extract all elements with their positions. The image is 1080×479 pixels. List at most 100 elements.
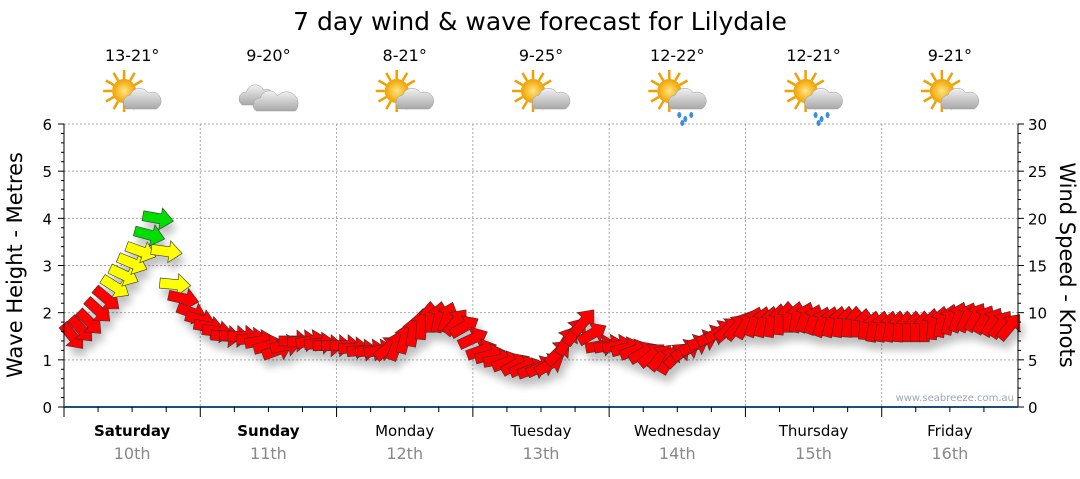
left-tick-label: 3 (42, 258, 52, 276)
sun-ray (105, 95, 115, 103)
rain-drop (689, 112, 694, 118)
temperature-label: 9-21° (928, 46, 972, 65)
sun-ray (385, 100, 392, 110)
wind-arrow (576, 322, 607, 347)
right-tick-label: 0 (1028, 399, 1038, 417)
sun-ray (385, 72, 392, 82)
sun-ray (793, 100, 801, 110)
sun-ray (521, 100, 529, 110)
temperature-label: 9-25° (519, 46, 563, 65)
wind-arrow (167, 287, 200, 311)
sun-ray (923, 95, 933, 103)
wind-arrow (150, 240, 183, 264)
right-tick-label: 20 (1028, 210, 1047, 228)
day-name-label: Tuesday (509, 422, 571, 440)
left-tick-label: 6 (42, 116, 52, 134)
sun-ray (401, 72, 409, 82)
sun-ray (951, 79, 961, 87)
sun-ray (786, 79, 796, 87)
day-name-label: Saturday (94, 422, 171, 440)
temperature-label: 12-21° (786, 46, 841, 65)
cloud (123, 87, 162, 110)
shower-icon (648, 70, 707, 126)
sun-ray (679, 79, 689, 87)
rain-drop (680, 120, 685, 126)
sun-ray (521, 72, 529, 82)
right-tick-label: 30 (1028, 116, 1047, 134)
day-date-label: 11th (250, 444, 287, 463)
sun-ray (406, 79, 416, 87)
wind-arrow (456, 326, 488, 350)
rain-drop (819, 116, 824, 122)
partly-cloudy-icon (512, 70, 571, 112)
temperature-label: 13-21° (105, 46, 160, 65)
sun-ray (514, 79, 524, 87)
day-name-label: Friday (927, 422, 973, 440)
wind-arrow (115, 252, 148, 275)
wind-arrow (141, 207, 174, 231)
wind-arrow (159, 272, 192, 297)
day-date-label: 14th (659, 444, 696, 463)
wind-arrow (995, 314, 1021, 342)
sun-ray (377, 95, 387, 103)
day-name-label: Wednesday (634, 422, 721, 440)
cloud (395, 87, 434, 110)
wind-arrow (569, 309, 595, 338)
sun-ray (923, 79, 933, 87)
left-tick-label: 5 (42, 163, 52, 181)
wind-arrow (448, 315, 479, 340)
day-date-label: 15th (795, 444, 832, 463)
sun-ray (650, 79, 660, 87)
wind-arrow (124, 241, 157, 264)
partly-cloudy-icon (920, 70, 980, 112)
day-date-label: 13th (523, 444, 560, 463)
wind-arrow (133, 224, 166, 247)
rain-drop (825, 112, 830, 118)
sun-ray (930, 100, 937, 110)
cloud (252, 90, 299, 112)
day-name-label: Monday (375, 422, 434, 440)
sun-ray (657, 72, 665, 82)
wind-arrow (99, 274, 129, 298)
partly-cloudy-icon (375, 70, 434, 112)
right-axis-label: Wind Speed - Knots (1055, 162, 1079, 367)
sun-ray (537, 72, 545, 82)
left-tick-label: 1 (42, 352, 52, 370)
left-tick-label: 4 (42, 210, 52, 228)
right-tick-label: 5 (1028, 352, 1038, 370)
right-tick-label: 25 (1028, 163, 1047, 181)
sun-ray (129, 72, 136, 82)
sun-ray (542, 79, 552, 87)
sun-ray (133, 79, 143, 87)
right-tick-label: 15 (1028, 258, 1047, 276)
temperature-label: 9-20° (246, 46, 290, 65)
cloud (668, 87, 707, 110)
sun-ray (810, 72, 818, 82)
watermark: www.seabreeze.com.au (896, 393, 1014, 404)
cloud (940, 87, 980, 110)
sun-ray (930, 72, 937, 82)
partly-cloudy-icon (103, 70, 162, 112)
rain-drop (813, 112, 818, 118)
sun-ray (815, 79, 825, 87)
wind-arrow (107, 263, 139, 287)
rain-drop (677, 112, 682, 118)
day-name-label: Sunday (237, 422, 300, 440)
day-date-label: 16th (931, 444, 968, 463)
sun-ray (786, 95, 796, 103)
day-name-label: Thursday (778, 422, 849, 440)
sun-ray (650, 95, 660, 103)
sun-ray (112, 100, 120, 110)
sun-ray (946, 72, 954, 82)
cloudy-icon (238, 84, 299, 112)
day-date-label: 10th (114, 444, 151, 463)
sun-ray (377, 79, 387, 87)
sun-ray (105, 79, 115, 87)
cloud (804, 87, 843, 110)
left-axis-label: Wave Height - Metres (3, 152, 27, 378)
day-date-label: 12th (386, 444, 423, 463)
sun-ray (793, 72, 801, 82)
shower-icon (784, 70, 843, 126)
temperature-label: 12-22° (650, 46, 705, 65)
